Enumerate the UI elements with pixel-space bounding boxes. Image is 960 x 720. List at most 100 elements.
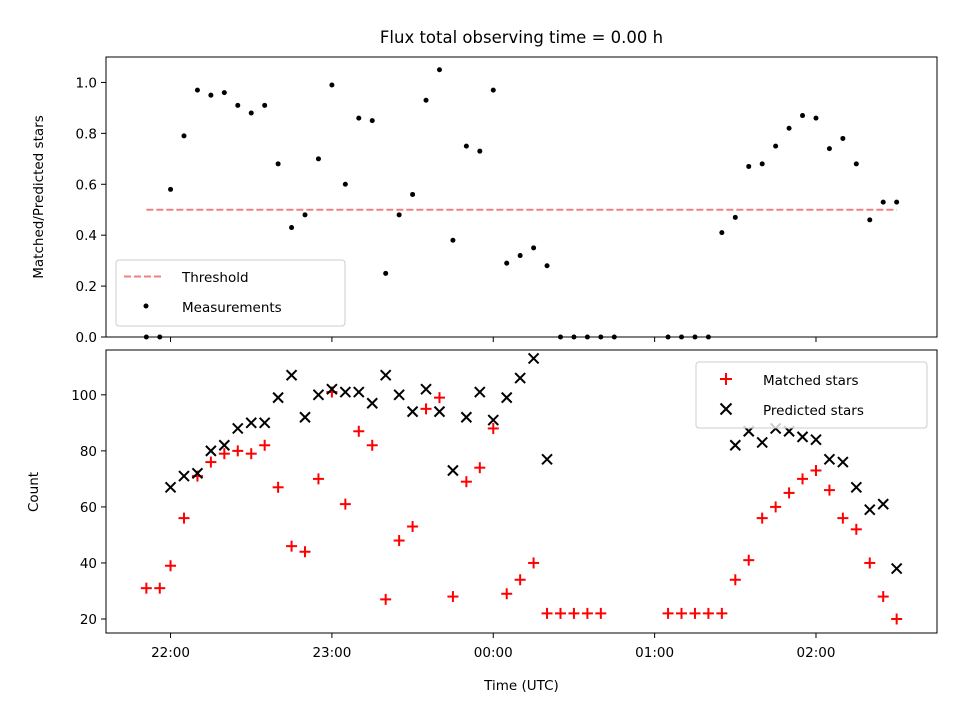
predicted-star-point bbox=[258, 417, 271, 429]
predicted-star-point bbox=[339, 386, 352, 398]
matched-star-point bbox=[554, 607, 566, 619]
measurement-point bbox=[477, 148, 483, 154]
measurement-point bbox=[531, 245, 537, 251]
matched-star-point bbox=[891, 613, 903, 625]
matched-star-point bbox=[380, 593, 392, 605]
measurement-point bbox=[759, 161, 765, 167]
bottom-legend-frame bbox=[695, 361, 928, 429]
top-x-axis bbox=[170, 337, 817, 342]
predicted-star-point bbox=[420, 383, 432, 395]
matched-star-point bbox=[581, 607, 593, 619]
top-legend-frame bbox=[115, 259, 346, 327]
predicted-star-point bbox=[796, 431, 809, 443]
bottom-x-tick-label: 02:00 bbox=[797, 645, 836, 661]
top-y-tick-label: 0.2 bbox=[76, 279, 97, 295]
predicted-star-point bbox=[501, 391, 513, 404]
measurement-point bbox=[221, 90, 227, 96]
measurement-point bbox=[248, 110, 254, 116]
matched-star-point bbox=[420, 403, 432, 415]
matched-star-point bbox=[595, 607, 607, 619]
matched-star-point bbox=[877, 591, 889, 603]
predicted-star-point bbox=[178, 470, 190, 482]
measurement-point bbox=[315, 156, 321, 162]
measurement-point bbox=[168, 186, 174, 192]
predicted-star-point bbox=[191, 467, 204, 479]
matched-star-point bbox=[165, 560, 177, 572]
predicted-star-point bbox=[232, 422, 244, 435]
predicted-star-point bbox=[299, 411, 311, 423]
predicted-star-point bbox=[447, 464, 459, 477]
measurement-point bbox=[894, 199, 900, 205]
predicted-star-point bbox=[379, 369, 392, 381]
measurement-point bbox=[450, 237, 456, 243]
bottom-x-tick-label: 23:00 bbox=[312, 645, 351, 661]
predicted-star-point bbox=[353, 386, 365, 398]
measurement-point bbox=[289, 225, 295, 231]
measurement-point bbox=[490, 87, 496, 93]
legend-predicted-swatch bbox=[719, 402, 733, 416]
chart-title: Flux total observing time = 0.00 h bbox=[380, 28, 663, 47]
predicted-star-point bbox=[285, 369, 298, 381]
matched-star-point bbox=[393, 535, 405, 547]
matched-star-point bbox=[702, 607, 714, 619]
predicted-star-point bbox=[729, 439, 742, 451]
matched-star-point bbox=[474, 462, 486, 474]
bottom-y-tick-label: 100 bbox=[71, 388, 97, 404]
measurement-point bbox=[880, 199, 886, 205]
predicted-star-point bbox=[326, 383, 338, 395]
predicted-star-point bbox=[850, 481, 863, 494]
measurement-point bbox=[786, 125, 792, 131]
measurement-point bbox=[396, 212, 402, 218]
bottom-legend: Matched stars Predicted stars bbox=[695, 361, 928, 429]
top-y-axis: 0.0 0.2 0.4 0.6 0.8 1.0 bbox=[76, 75, 106, 346]
bottom-x-axis: 22:00 23:00 00:00 01:00 02:00 bbox=[151, 633, 835, 661]
bottom-plot-area bbox=[140, 352, 903, 625]
top-y-tick-label: 0.6 bbox=[76, 177, 97, 193]
measurement-point bbox=[853, 161, 859, 167]
predicted-star-point bbox=[460, 411, 473, 423]
top-y-tick-label: 1.0 bbox=[76, 75, 97, 91]
matched-star-point bbox=[528, 557, 540, 569]
matched-star-point bbox=[837, 512, 849, 524]
predicted-star-point bbox=[877, 498, 889, 510]
matched-star-point bbox=[259, 439, 271, 451]
matched-star-point bbox=[568, 607, 580, 619]
matched-star-point bbox=[716, 607, 728, 619]
matched-star-point bbox=[810, 464, 822, 476]
measurement-point bbox=[504, 260, 510, 266]
measurement-point bbox=[383, 270, 389, 276]
matched-star-point bbox=[407, 521, 419, 533]
measurement-point bbox=[826, 146, 832, 152]
matched-star-point bbox=[178, 512, 190, 524]
predicted-star-point bbox=[756, 436, 768, 449]
measurement-point bbox=[719, 230, 725, 236]
predicted-star-point bbox=[164, 481, 177, 494]
measurement-point bbox=[544, 263, 550, 269]
bottom-y-tick-label: 60 bbox=[80, 500, 97, 516]
measurement-point bbox=[369, 118, 375, 124]
matched-star-point bbox=[743, 554, 755, 566]
measurement-point bbox=[463, 143, 469, 149]
matched-star-point bbox=[312, 473, 324, 485]
measurement-point bbox=[867, 217, 873, 223]
matched-star-point bbox=[501, 588, 513, 600]
top-legend: Threshold Measurements bbox=[115, 259, 346, 327]
top-axes-frame bbox=[105, 56, 938, 338]
matched-star-point bbox=[353, 425, 365, 437]
matched-star-point bbox=[140, 582, 152, 594]
matched-star-point bbox=[245, 448, 257, 460]
measurement-point bbox=[302, 212, 308, 218]
matched-star-point bbox=[299, 546, 311, 558]
bottom-y-tick-label: 80 bbox=[80, 444, 97, 460]
predicted-star-point bbox=[272, 391, 284, 404]
matched-star-point bbox=[205, 456, 217, 468]
legend-threshold-label: Threshold bbox=[181, 270, 249, 286]
top-panel: 0.0 0.2 0.4 0.6 0.8 1.0 Matched/Predicted sta… bbox=[31, 56, 938, 346]
measurement-point bbox=[517, 253, 523, 259]
bottom-panel: 20 40 60 80 100 22:00 23:00 00:00 01:00 02:00 Co… bbox=[26, 349, 938, 694]
legend-measurements-swatch bbox=[143, 303, 149, 309]
predicted-star-point bbox=[823, 453, 836, 465]
matched-star-point bbox=[850, 523, 862, 535]
measurement-point bbox=[773, 143, 779, 149]
measurement-point bbox=[356, 115, 362, 121]
